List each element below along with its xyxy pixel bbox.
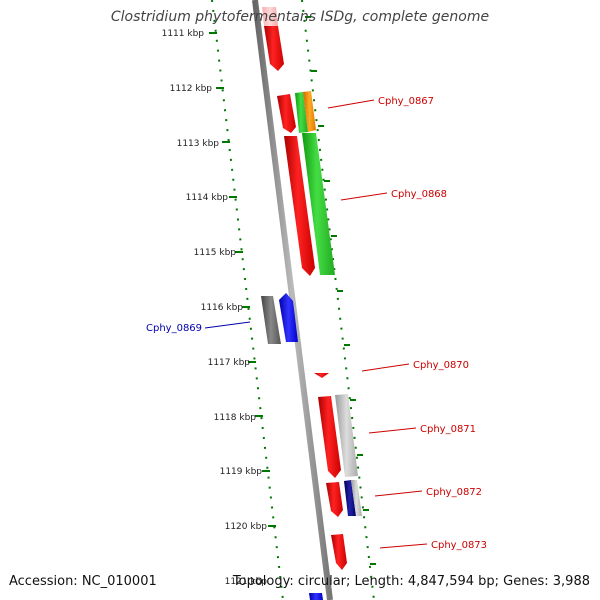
tick-label: 1112 kbp — [170, 84, 213, 94]
gene-label-cphy-0868[interactable]: Cphy_0868 — [391, 189, 447, 200]
gene-feature-navy — [344, 480, 356, 516]
gene-feature-blue — [279, 293, 298, 342]
gene-feature-red — [284, 136, 315, 276]
gene-feature-red-small — [314, 373, 329, 378]
tick-label: 1121 kbp — [225, 577, 268, 587]
genome-title: Clostridium phytofermentans ISDg, comple… — [110, 9, 490, 25]
gene-feature-red — [264, 26, 284, 71]
accession-text: Accession: NC_010001 — [9, 574, 157, 589]
gene-feature-orange — [303, 91, 316, 132]
gene-feature-light-gray — [351, 480, 362, 516]
gene-labels: Cphy_0867 Cphy_0868 Cphy_0869 Cphy_0870 … — [146, 96, 487, 551]
genome-summary-text: Topology: circular; Length: 4,847,594 bp… — [232, 574, 590, 589]
gene-features — [261, 7, 362, 600]
gene-feature-red — [318, 396, 341, 478]
tick-label: 1115 kbp — [194, 248, 237, 258]
genome-backbone — [252, 0, 333, 600]
gene-feature-green — [302, 133, 335, 275]
ruler-tick-labels: 1111 kbp 1112 kbp 1113 kbp 1114 kbp 1115… — [162, 29, 268, 587]
gene-feature-gray — [261, 296, 281, 344]
gene-label-cphy-0872[interactable]: Cphy_0872 — [426, 487, 482, 498]
inner-ruler-line — [301, 0, 375, 600]
gene-label-cphy-0873[interactable]: Cphy_0873 — [431, 540, 487, 551]
tick-label: 1117 kbp — [208, 358, 251, 368]
tick-label: 1111 kbp — [162, 29, 205, 39]
tick-label: 1114 kbp — [186, 193, 229, 203]
gene-feature-red — [331, 534, 347, 570]
gene-label-cphy-0871[interactable]: Cphy_0871 — [420, 424, 476, 435]
outer-ruler-line — [211, 0, 284, 600]
tick-label: 1119 kbp — [220, 467, 263, 477]
tick-label: 1120 kbp — [225, 522, 268, 532]
gene-feature-red — [277, 94, 296, 133]
ruler-ticks-left — [209, 32, 276, 527]
gene-label-cphy-0869[interactable]: Cphy_0869 — [146, 323, 202, 334]
gene-label-cphy-0870[interactable]: Cphy_0870 — [413, 360, 469, 371]
ruler-ticks-right — [305, 16, 376, 565]
gene-feature-red — [326, 482, 343, 517]
gene-feature-light-gray — [335, 394, 358, 477]
tick-label: 1113 kbp — [177, 139, 220, 149]
gene-feature-blue — [309, 593, 323, 600]
gene-feature-pink — [262, 7, 278, 26]
gene-label-lines — [204, 99, 428, 549]
gene-label-cphy-0867[interactable]: Cphy_0867 — [378, 96, 434, 107]
tick-label: 1116 kbp — [201, 303, 244, 313]
gene-feature-green — [295, 92, 308, 133]
tick-label: 1118 kbp — [214, 413, 257, 423]
